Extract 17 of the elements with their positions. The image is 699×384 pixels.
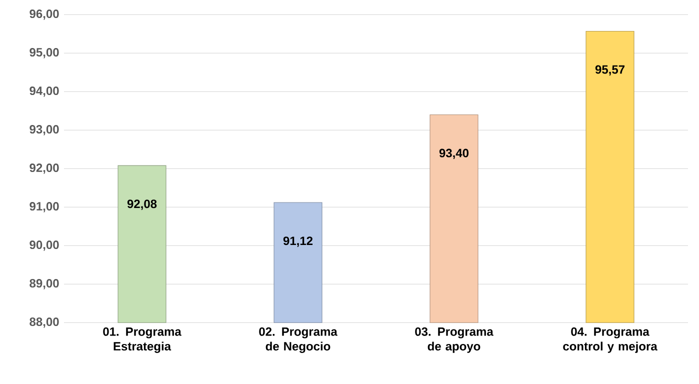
y-tick-label: 88,00 [30, 318, 59, 328]
y-tick-label: 96,00 [30, 10, 59, 20]
data-label: 93,40 [439, 148, 469, 160]
y-tick-label: 95,00 [30, 48, 59, 58]
y-tick-label: 91,00 [30, 202, 59, 212]
y-tick-label: 90,00 [30, 240, 59, 251]
y-tick-label: 89,00 [30, 279, 59, 290]
data-label: 95,57 [595, 65, 624, 76]
x-tick-label: 01. Programa Estrategia [103, 327, 182, 353]
x-tick-label: 03. Programa de apoyo [415, 327, 494, 353]
y-tick-label: 92,00 [30, 164, 59, 174]
x-tick-label: 04. Programa control y mejora [563, 327, 658, 353]
y-tick-label: 94,00 [30, 86, 59, 97]
data-label: 92,08 [127, 200, 157, 210]
data-label: 91,12 [283, 236, 313, 247]
x-tick-label: 02. Programa de Negocio [259, 327, 338, 353]
y-tick-label: 93,00 [30, 125, 59, 136]
